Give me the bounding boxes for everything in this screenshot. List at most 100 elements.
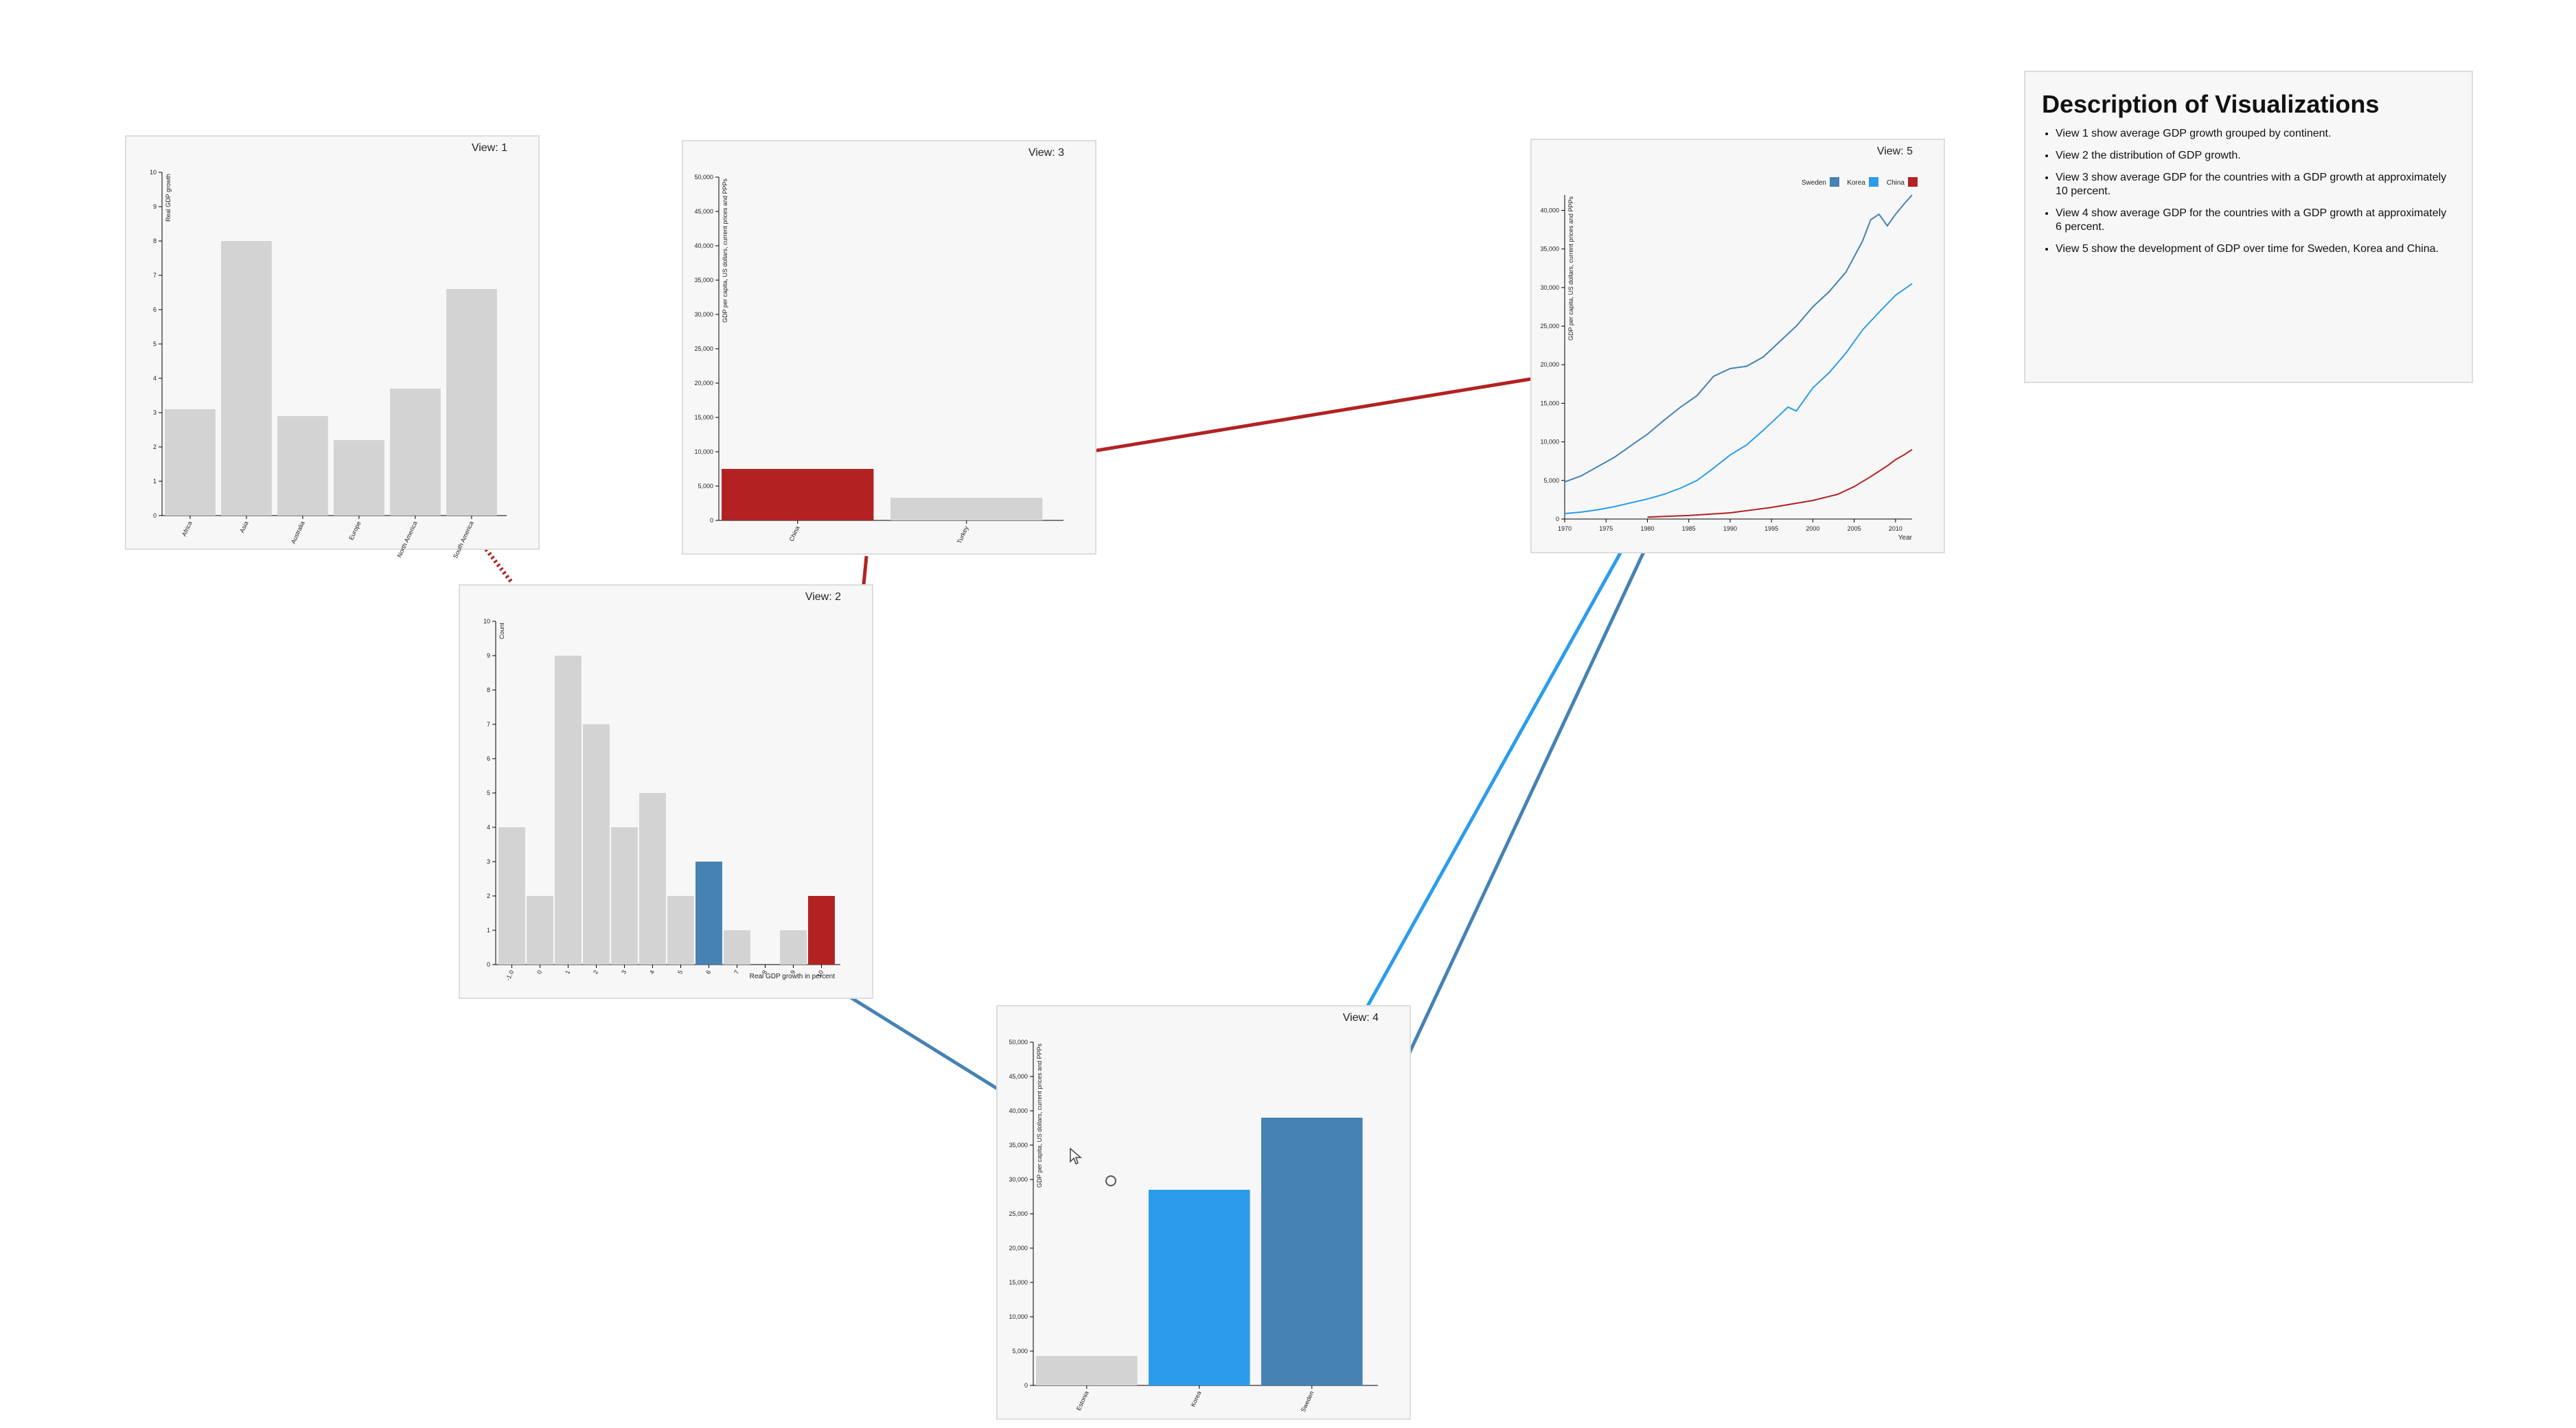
y-tick-label: 0 xyxy=(710,517,713,524)
y-axis-label: GDP per capita, US dollars, current pric… xyxy=(1036,1044,1043,1188)
y-tick-label: 45,000 xyxy=(1009,1073,1028,1080)
y-tick-label: 30,000 xyxy=(1009,1176,1028,1183)
x-tick-label: 10 xyxy=(816,969,825,978)
y-tick-label: 15,000 xyxy=(1009,1279,1028,1286)
y-tick-label: 15,000 xyxy=(694,414,713,421)
x-tick-label: 2000 xyxy=(1806,525,1819,532)
y-tick-label: 10,000 xyxy=(1540,439,1559,446)
y-axis-label: GDP per capita, US dollars, current pric… xyxy=(1567,196,1574,341)
view-3-chart: 0 5,000 10,000 15,000 20,000 25,000 30,000 35,0… xyxy=(694,174,1063,544)
bar-5 xyxy=(667,896,694,965)
y-tick-label: 2 xyxy=(153,444,157,450)
view-4[interactable]: View: 4 0 5,000 10,000 15,000 20,000 25,000 30… xyxy=(996,1005,1411,1420)
bar-9 xyxy=(780,930,807,965)
description-item: View 1 show average GDP growth grouped b… xyxy=(2056,127,2455,141)
y-tick-label: 30,000 xyxy=(1540,284,1559,291)
y-tick-label: 5 xyxy=(153,341,157,347)
mouse-cursor-icon xyxy=(1070,1148,1082,1164)
x-tick-label: 1970 xyxy=(1558,525,1572,532)
view-5-chart: 0 5,000 10,000 15,000 20,000 25,000 30,000 35,0… xyxy=(1540,177,1918,542)
series-line-sweden xyxy=(1564,194,1913,483)
x-axis-label: Real GDP growth in percent xyxy=(750,973,836,980)
y-tick-label: 5,000 xyxy=(1012,1348,1028,1355)
x-tick-label: 1990 xyxy=(1723,525,1737,532)
bar-2 xyxy=(583,724,610,965)
legend-label-china: China xyxy=(1887,179,1905,187)
view-1-chart: 0 1 2 3 4 5 6 7 8 9 10 Real GDP growth Africa Asia Aus… xyxy=(150,169,507,560)
x-tick-label: China xyxy=(788,525,801,543)
y-tick-label: 1 xyxy=(487,927,490,934)
description-title: Description of Visualizations xyxy=(2042,90,2380,118)
bar-south-america xyxy=(446,289,497,516)
view-1-title: View: 1 xyxy=(471,142,507,154)
y-tick-label: 40,000 xyxy=(1009,1107,1028,1114)
bar-4 xyxy=(639,793,666,965)
x-tick-label: 1 xyxy=(564,969,571,976)
y-tick-label: 8 xyxy=(153,238,157,244)
view-4-title: View: 4 xyxy=(1342,1012,1379,1024)
x-tick-label: 2005 xyxy=(1848,525,1861,532)
legend-label-sweden: Sweden xyxy=(1802,179,1826,187)
y-tick-label: 1 xyxy=(153,478,157,485)
pointer-ring-icon xyxy=(1105,1175,1116,1186)
y-axis-label: Real GDP growth xyxy=(165,174,172,222)
y-tick-label: 20,000 xyxy=(1540,361,1559,368)
y-tick-label: 0 xyxy=(1556,516,1559,522)
view-3[interactable]: View: 3 0 5,000 10,000 15,000 20,000 25,000 30… xyxy=(682,140,1096,555)
y-tick-label: 50,000 xyxy=(1009,1039,1028,1046)
x-tick-label: 1985 xyxy=(1682,525,1696,532)
view-1[interactable]: View: 1 0 1 2 3 4 5 6 7 8 9 10 Real GDP growth Afric… xyxy=(125,135,540,560)
y-axis-label: Count xyxy=(498,623,505,640)
bar-7 xyxy=(724,930,750,965)
y-tick-label: 8 xyxy=(487,687,490,693)
x-tick-label: 1980 xyxy=(1640,525,1654,532)
view-2[interactable]: View: 2 0 1 2 3 4 5 6 7 8 9 10 Count -1.0 0 1 2 3 4 5 6 7 8 9 1… xyxy=(459,584,873,999)
x-tick-label: 6 xyxy=(704,969,712,976)
y-tick-label: 40,000 xyxy=(1540,207,1559,214)
y-tick-label: 5,000 xyxy=(698,483,713,490)
y-tick-label: 3 xyxy=(487,858,490,865)
bar--1-0 xyxy=(498,827,525,965)
bar-6 xyxy=(695,862,722,965)
x-axis-label: Year xyxy=(1898,534,1913,542)
y-tick-label: 20,000 xyxy=(694,380,713,387)
bar-10 xyxy=(808,896,835,965)
x-tick-label: Africa xyxy=(181,520,194,538)
bar-1 xyxy=(555,656,582,965)
x-tick-label: -1.0 xyxy=(505,969,516,982)
bar-north-america xyxy=(390,389,441,516)
y-tick-label: 40,000 xyxy=(694,242,713,249)
x-tick-label: Turkey xyxy=(956,525,970,544)
bar-australia xyxy=(277,416,328,516)
y-tick-label: 10 xyxy=(150,169,157,176)
y-tick-label: 35,000 xyxy=(694,277,713,284)
y-tick-label: 6 xyxy=(487,755,490,762)
view-5-title: View: 5 xyxy=(1876,146,1913,157)
legend-swatch-korea xyxy=(1869,177,1878,187)
view-5[interactable]: View: 5 0 5,000 10,000 15,000 20,000 25,000 30… xyxy=(1530,139,1945,553)
bar-china xyxy=(722,469,874,520)
description-list: View 1 show average GDP growth grouped b… xyxy=(2042,127,2455,256)
x-tick-label: Australia xyxy=(290,520,306,545)
y-tick-label: 5,000 xyxy=(1543,477,1559,484)
y-tick-label: 50,000 xyxy=(694,174,713,181)
bar-korea xyxy=(1149,1190,1250,1385)
x-tick-label: Sweden xyxy=(1300,1390,1315,1414)
y-tick-label: 10,000 xyxy=(694,448,713,455)
bar-africa xyxy=(165,409,216,516)
x-tick-label: 3 xyxy=(620,969,628,976)
description-item: View 4 show average GDP for the countrie… xyxy=(2056,207,2455,234)
x-tick-label: 1995 xyxy=(1764,525,1778,532)
legend-label-korea: Korea xyxy=(1847,179,1865,187)
series-line-korea xyxy=(1564,283,1913,515)
x-tick-label: North America xyxy=(396,520,419,559)
x-tick-label: 5 xyxy=(676,969,684,976)
y-tick-label: 3 xyxy=(153,409,157,416)
description-panel: Description of Visualizations View 1 sho… xyxy=(2024,71,2473,383)
y-tick-label: 6 xyxy=(153,306,157,313)
bar-asia xyxy=(221,241,272,516)
y-tick-label: 5 xyxy=(487,790,490,796)
y-tick-label: 35,000 xyxy=(1540,246,1559,253)
y-tick-label: 0 xyxy=(487,961,490,968)
bar-0 xyxy=(527,896,553,965)
